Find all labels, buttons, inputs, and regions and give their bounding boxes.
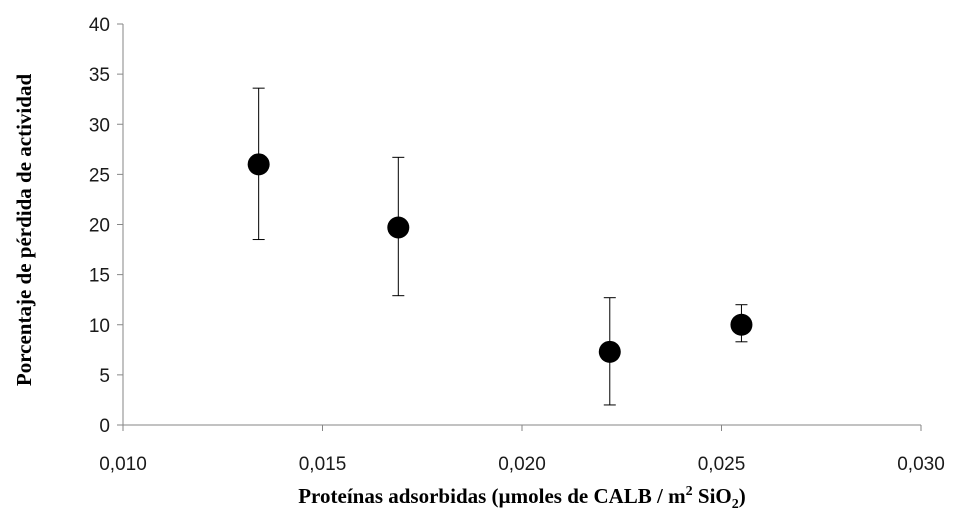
- y-tick-label: 15: [89, 266, 110, 287]
- data-point: [387, 216, 410, 239]
- x-tick-labels: 0,010 0,015 0,020 0,025 0,030: [99, 454, 945, 475]
- y-tick-label: 30: [89, 115, 110, 136]
- x-axis-title-sub: 2: [732, 497, 739, 512]
- x-axis-title-mid: SiO: [693, 484, 732, 508]
- y-tick-label: 10: [89, 316, 110, 337]
- y-tick-label: 0: [99, 416, 110, 437]
- x-tick-label: 0,025: [698, 454, 746, 475]
- data-points: [247, 153, 753, 363]
- x-axis-title-main: Proteínas adsorbidas (µmoles de CALB / m: [298, 484, 686, 508]
- y-tick-label: 35: [89, 65, 110, 86]
- y-axis-title: Porcentaje de pérdida de actividad: [12, 74, 36, 387]
- x-tick-label: 0,015: [299, 454, 347, 475]
- error-bars: [252, 87, 748, 406]
- x-axis-title-end: ): [739, 484, 746, 508]
- x-tick-label: 0,010: [99, 454, 147, 475]
- x-axis-title: Proteínas adsorbidas (µmoles de CALB / m…: [298, 484, 746, 512]
- data-point: [247, 153, 270, 176]
- y-axis: [117, 23, 124, 426]
- y-tick-label: 5: [99, 366, 110, 387]
- x-tick-label: 0,020: [498, 454, 546, 475]
- data-point: [598, 340, 621, 363]
- x-axis-title-sup: 2: [686, 484, 693, 499]
- x-tick-label: 0,030: [897, 454, 945, 475]
- y-tick-label: 20: [89, 216, 110, 237]
- x-axis: [122, 424, 922, 431]
- y-tick-labels: 0 5 10 15 20 25 30 35 40: [89, 15, 110, 437]
- data-point: [730, 313, 753, 336]
- y-tick-label: 25: [89, 165, 110, 186]
- y-tick-label: 40: [89, 15, 110, 36]
